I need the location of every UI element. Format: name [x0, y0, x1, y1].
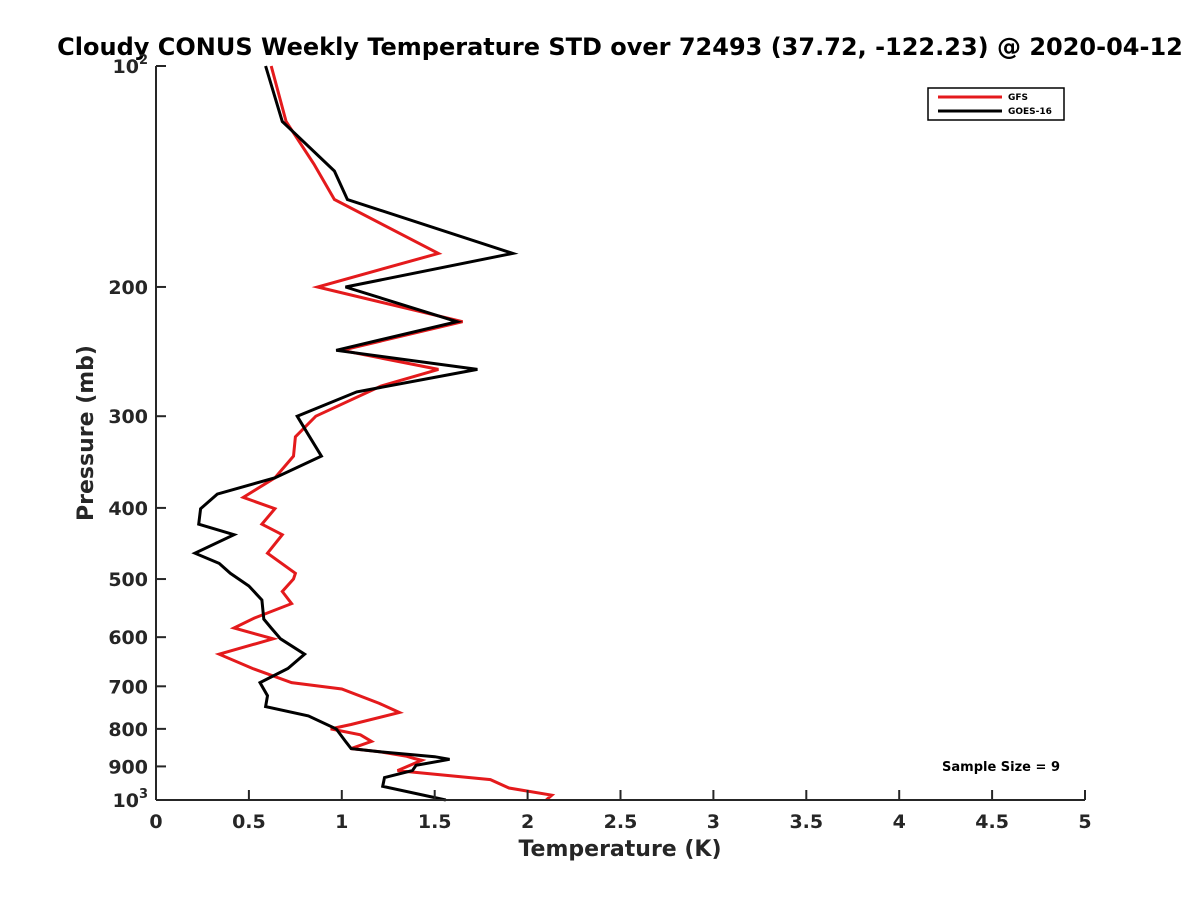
chart-title: Cloudy CONUS Weekly Temperature STD over…	[57, 33, 1183, 61]
y-tick-label: 700	[108, 676, 148, 698]
legend-box	[927, 87, 1065, 121]
x-tick-label: 5	[1078, 811, 1091, 833]
x-axis-ticks: 0 0.5 1 1.5 2 2.5 3 3.5 4 4.5 5	[149, 790, 1092, 833]
x-tick-label: 2	[521, 811, 534, 833]
y-tick-label: 103	[113, 787, 149, 812]
x-tick-label: 2.5	[604, 811, 638, 833]
x-tick-label: 1.5	[418, 811, 452, 833]
x-tick-label: 4.5	[975, 811, 1009, 833]
series-line-gfs	[214, 65, 556, 802]
x-tick-label: 4	[893, 811, 906, 833]
sample-size-annotation: Sample Size = 9	[942, 760, 1060, 775]
y-axis-label: Pressure (mb)	[74, 345, 99, 521]
x-tick-label: 3	[707, 811, 720, 833]
y-tick-label: 500	[108, 569, 148, 591]
x-axis-label: Temperature (K)	[518, 837, 721, 862]
y-tick-label: 600	[108, 627, 148, 649]
y-tick-label: 800	[108, 719, 148, 741]
x-tick-label: 1	[335, 811, 348, 833]
legend-label-goes-16: GOES-16	[1008, 107, 1052, 117]
y-tick-label: 300	[108, 406, 148, 428]
series-layer	[191, 65, 556, 802]
x-tick-label: 0.5	[232, 811, 266, 833]
x-tick-label: 0	[149, 811, 162, 833]
legend: GFS GOES-16	[927, 87, 1065, 121]
y-tick-label: 900	[108, 756, 148, 778]
legend-label-gfs: GFS	[1008, 93, 1028, 103]
axes-layer	[155, 66, 1085, 801]
y-axis-ticks: 102 200 300 400 500 600 700 800 900 103	[108, 53, 166, 812]
series-line-goes-16	[191, 65, 519, 802]
y-tick-label: 400	[108, 498, 148, 520]
x-tick-label: 3.5	[789, 811, 823, 833]
y-tick-label: 200	[108, 277, 148, 299]
y-tick-label: 102	[113, 53, 149, 78]
